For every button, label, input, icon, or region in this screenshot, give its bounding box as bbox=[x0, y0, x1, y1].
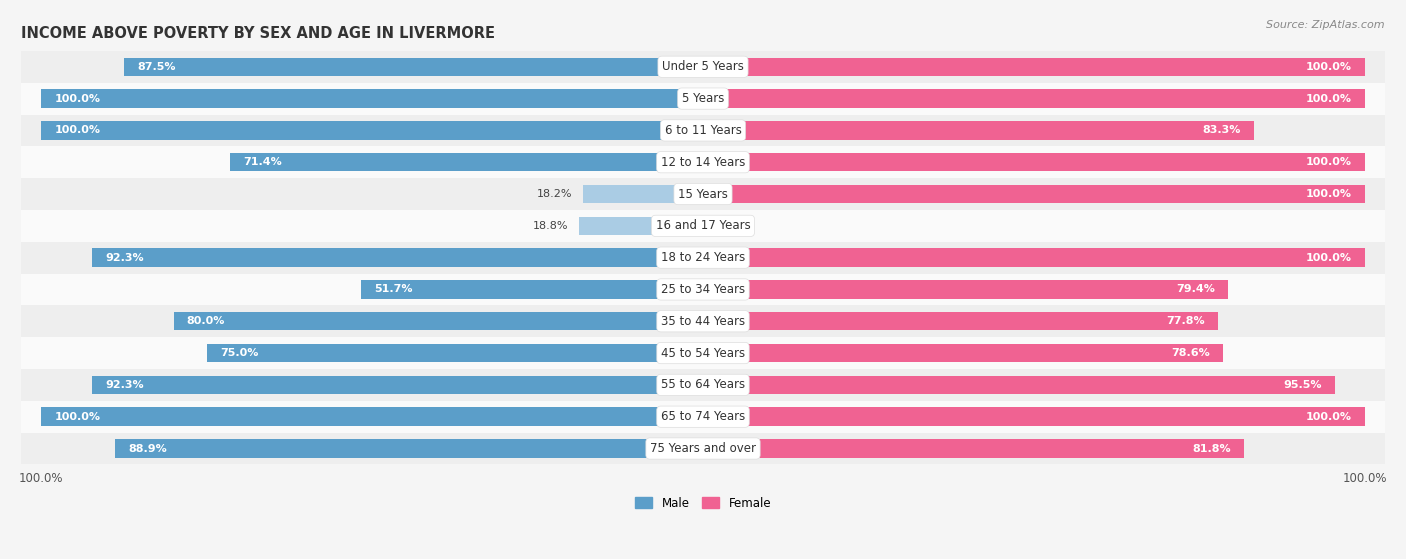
Text: 45 to 54 Years: 45 to 54 Years bbox=[661, 347, 745, 359]
Text: 25 to 34 Years: 25 to 34 Years bbox=[661, 283, 745, 296]
Bar bbox=[21, 401, 1385, 433]
Bar bbox=[361, 280, 703, 299]
Text: 100.0%: 100.0% bbox=[1306, 189, 1351, 199]
Bar bbox=[703, 312, 1218, 330]
Bar bbox=[703, 121, 1254, 140]
Bar bbox=[21, 305, 1385, 337]
Text: 92.3%: 92.3% bbox=[105, 380, 143, 390]
Text: 100.0%: 100.0% bbox=[55, 125, 100, 135]
Bar bbox=[703, 248, 1365, 267]
Text: 65 to 74 Years: 65 to 74 Years bbox=[661, 410, 745, 423]
Bar bbox=[173, 312, 703, 330]
Bar bbox=[579, 216, 703, 235]
Bar bbox=[582, 185, 703, 203]
Bar bbox=[21, 51, 1385, 83]
Bar bbox=[21, 83, 1385, 115]
Text: 80.0%: 80.0% bbox=[187, 316, 225, 326]
Bar bbox=[207, 344, 703, 362]
Bar bbox=[21, 115, 1385, 146]
Text: 6 to 11 Years: 6 to 11 Years bbox=[665, 124, 741, 137]
Text: 5 Years: 5 Years bbox=[682, 92, 724, 105]
Text: 92.3%: 92.3% bbox=[105, 253, 143, 263]
Bar bbox=[41, 408, 703, 426]
Text: 100.0%: 100.0% bbox=[55, 411, 100, 421]
Bar bbox=[41, 121, 703, 140]
Legend: Male, Female: Male, Female bbox=[630, 492, 776, 514]
Text: 100.0%: 100.0% bbox=[1306, 253, 1351, 263]
Bar bbox=[703, 344, 1223, 362]
Bar bbox=[703, 376, 1334, 394]
Text: 75.0%: 75.0% bbox=[219, 348, 259, 358]
Text: 18.2%: 18.2% bbox=[537, 189, 572, 199]
Text: 78.6%: 78.6% bbox=[1171, 348, 1211, 358]
Bar bbox=[703, 58, 1365, 76]
Text: 71.4%: 71.4% bbox=[243, 157, 283, 167]
Text: 0.0%: 0.0% bbox=[713, 221, 741, 231]
Text: 100.0%: 100.0% bbox=[55, 93, 100, 103]
Text: 88.9%: 88.9% bbox=[128, 443, 167, 453]
Bar bbox=[21, 146, 1385, 178]
Bar bbox=[21, 178, 1385, 210]
Text: 51.7%: 51.7% bbox=[374, 285, 412, 295]
Bar bbox=[703, 89, 1365, 108]
Bar bbox=[21, 369, 1385, 401]
Text: 15 Years: 15 Years bbox=[678, 187, 728, 201]
Bar bbox=[21, 433, 1385, 465]
Text: 16 and 17 Years: 16 and 17 Years bbox=[655, 219, 751, 233]
Text: 87.5%: 87.5% bbox=[138, 62, 176, 72]
Text: 18.8%: 18.8% bbox=[533, 221, 568, 231]
Text: 35 to 44 Years: 35 to 44 Years bbox=[661, 315, 745, 328]
Text: 100.0%: 100.0% bbox=[1306, 62, 1351, 72]
Text: 12 to 14 Years: 12 to 14 Years bbox=[661, 156, 745, 169]
Bar bbox=[21, 337, 1385, 369]
Text: 100.0%: 100.0% bbox=[1306, 93, 1351, 103]
Bar bbox=[21, 210, 1385, 241]
Text: 95.5%: 95.5% bbox=[1284, 380, 1322, 390]
Bar bbox=[115, 439, 703, 458]
Bar bbox=[703, 185, 1365, 203]
Text: 81.8%: 81.8% bbox=[1192, 443, 1232, 453]
Text: 18 to 24 Years: 18 to 24 Years bbox=[661, 251, 745, 264]
Bar bbox=[703, 408, 1365, 426]
Bar bbox=[21, 241, 1385, 273]
Text: 100.0%: 100.0% bbox=[1306, 157, 1351, 167]
Bar bbox=[21, 273, 1385, 305]
Text: 100.0%: 100.0% bbox=[1306, 411, 1351, 421]
Text: Source: ZipAtlas.com: Source: ZipAtlas.com bbox=[1267, 20, 1385, 30]
Bar bbox=[93, 248, 703, 267]
Text: 79.4%: 79.4% bbox=[1177, 285, 1215, 295]
Text: 75 Years and over: 75 Years and over bbox=[650, 442, 756, 455]
Text: Under 5 Years: Under 5 Years bbox=[662, 60, 744, 73]
Bar bbox=[93, 376, 703, 394]
Text: INCOME ABOVE POVERTY BY SEX AND AGE IN LIVERMORE: INCOME ABOVE POVERTY BY SEX AND AGE IN L… bbox=[21, 26, 495, 41]
Text: 83.3%: 83.3% bbox=[1202, 125, 1241, 135]
Text: 77.8%: 77.8% bbox=[1166, 316, 1205, 326]
Bar bbox=[703, 439, 1244, 458]
Text: 55 to 64 Years: 55 to 64 Years bbox=[661, 378, 745, 391]
Bar bbox=[703, 153, 1365, 172]
Bar bbox=[124, 58, 703, 76]
Bar bbox=[41, 89, 703, 108]
Bar bbox=[231, 153, 703, 172]
Bar bbox=[703, 280, 1229, 299]
